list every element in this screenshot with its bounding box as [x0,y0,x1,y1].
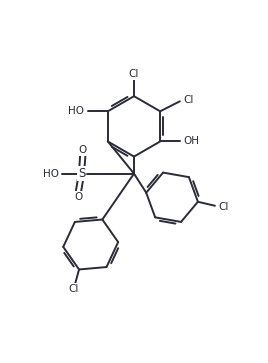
Text: Cl: Cl [69,284,79,294]
Text: HO: HO [68,106,84,116]
Text: Cl: Cl [129,69,139,79]
Text: OH: OH [184,136,200,147]
Text: S: S [78,167,85,180]
Text: O: O [79,145,87,155]
Text: O: O [74,192,83,202]
Text: HO: HO [43,169,59,179]
Text: Cl: Cl [183,95,193,105]
Text: Cl: Cl [218,202,229,212]
